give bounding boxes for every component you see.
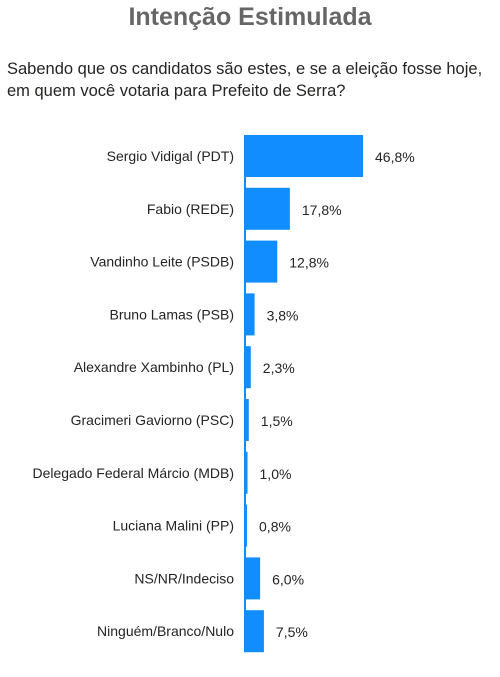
bar	[245, 610, 264, 653]
survey-question: Sabendo que os candidatos são estes, e s…	[7, 60, 483, 100]
category-label: NS/NR/Indeciso	[134, 570, 234, 586]
bar	[245, 240, 278, 283]
bar	[245, 504, 248, 547]
bars-group	[245, 135, 363, 653]
value-labels-group: 46,8% 17,8% 12,8% 3,8% 2,3% 1,5% 1,0% 0,8% 6,0% 7…	[259, 149, 415, 640]
value-label: 46,8%	[375, 149, 415, 165]
category-label: Fabio (REDE)	[147, 201, 234, 217]
category-label: Delegado Federal Márcio (MDB)	[32, 465, 234, 481]
bar	[245, 451, 248, 494]
value-label: 0,8%	[259, 519, 291, 535]
bar	[245, 135, 363, 177]
category-labels-group: Sergio Vidigal (PDT) Fabio (REDE) Vandinho…	[32, 148, 234, 639]
bar	[245, 399, 249, 441]
category-label: Vandinho Leite (PSDB)	[90, 254, 234, 270]
value-label: 3,8%	[267, 307, 299, 323]
bar	[245, 293, 255, 336]
category-label: Bruno Lamas (PSB)	[110, 306, 235, 322]
category-label: Gracimeri Gaviorno (PSC)	[71, 412, 234, 428]
value-label: 17,8%	[302, 202, 342, 218]
category-label: Sergio Vidigal (PDT)	[107, 148, 234, 164]
value-label: 2,3%	[263, 360, 295, 376]
value-label: 1,5%	[261, 413, 293, 429]
value-label: 6,0%	[272, 571, 304, 587]
value-label: 12,8%	[289, 255, 329, 271]
chart-title: Intenção Estimulada	[128, 3, 372, 31]
value-label: 1,0%	[260, 466, 292, 482]
bar	[245, 187, 290, 230]
bar	[245, 346, 251, 389]
category-label: Alexandre Xambinho (PL)	[74, 359, 234, 375]
category-label: Luciana Malini (PP)	[113, 518, 234, 534]
bar	[245, 557, 261, 600]
category-label: Ninguém/Branco/Nulo	[97, 623, 234, 639]
value-label: 7,5%	[276, 624, 308, 640]
